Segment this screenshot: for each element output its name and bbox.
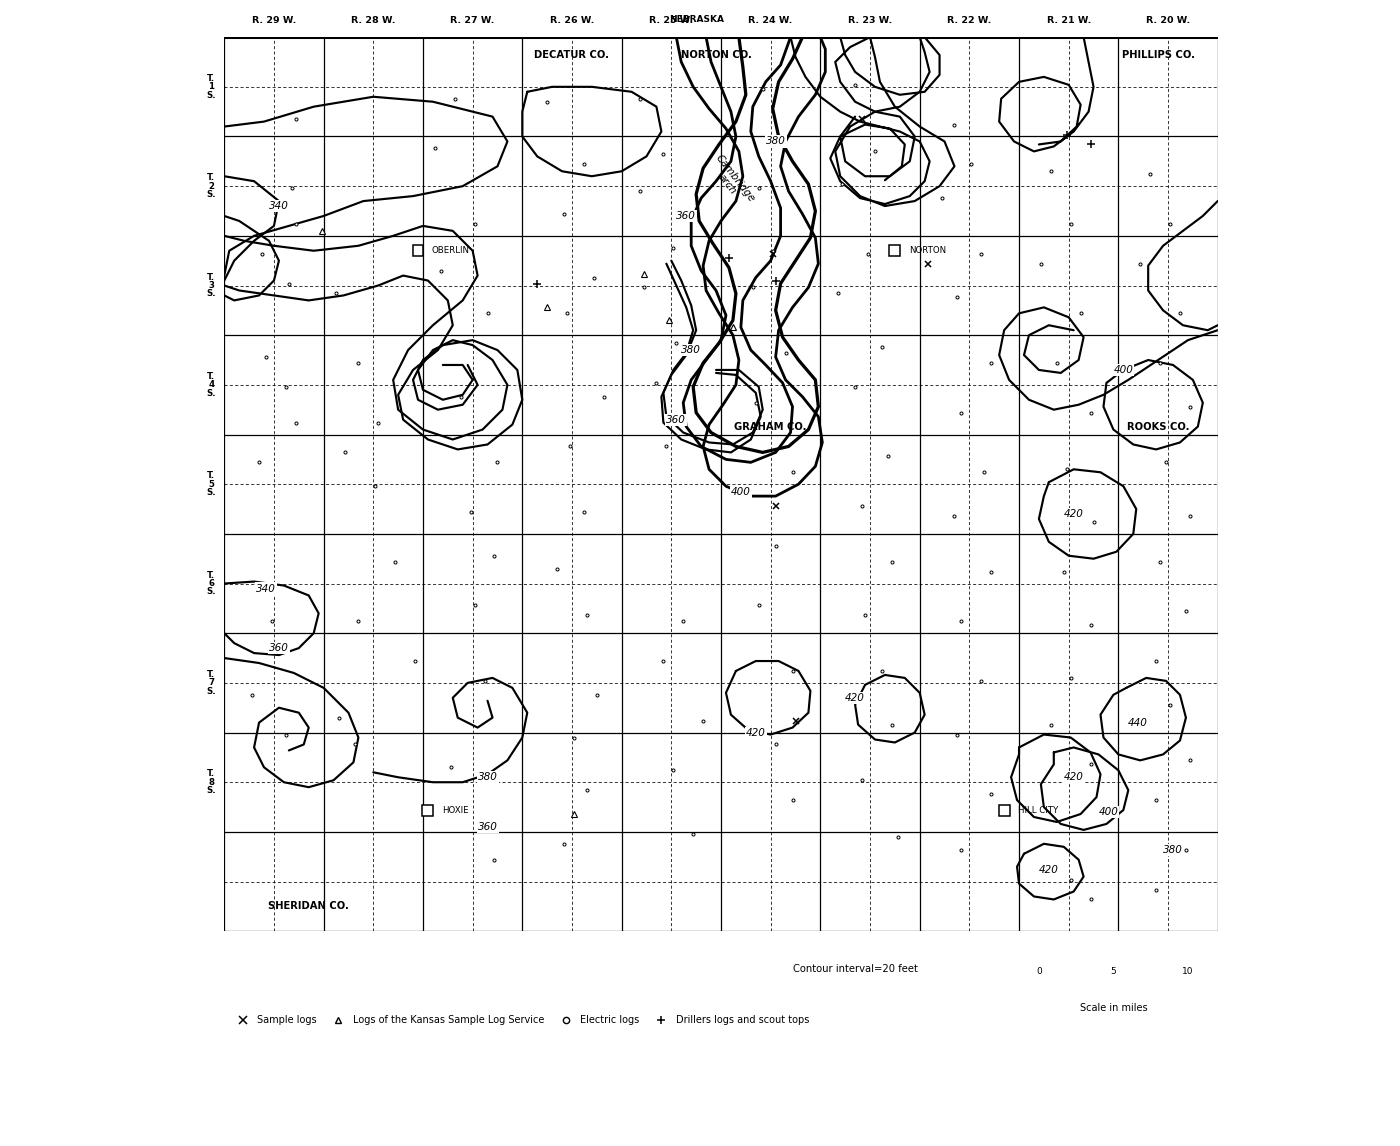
- Text: 360: 360: [269, 643, 288, 653]
- Text: Contour interval=20 feet: Contour interval=20 feet: [792, 964, 917, 974]
- Text: 340: 340: [256, 583, 276, 594]
- Text: DECATUR CO.: DECATUR CO.: [535, 50, 609, 60]
- Bar: [423, 804, 434, 816]
- Text: R. 24 W.: R. 24 W.: [749, 16, 792, 25]
- Text: T.
5
S.: T. 5 S.: [207, 471, 216, 497]
- Text: R. 22 W.: R. 22 W.: [948, 16, 991, 25]
- Text: T.
3
S.: T. 3 S.: [207, 273, 216, 298]
- Text: R. 20 W.: R. 20 W.: [1147, 16, 1190, 25]
- Legend: Sample logs, Logs of the Kansas Sample Log Service, Electric logs, Drillers logs: Sample logs, Logs of the Kansas Sample L…: [230, 1012, 813, 1029]
- Text: R. 26 W.: R. 26 W.: [550, 16, 594, 25]
- Text: T.
8
S.: T. 8 S.: [207, 769, 216, 795]
- Text: T.
7
S.: T. 7 S.: [207, 670, 216, 696]
- Text: Cambridge
arch: Cambridge arch: [706, 152, 756, 210]
- Text: 360: 360: [477, 822, 497, 832]
- Text: 380: 380: [766, 136, 785, 147]
- Text: 420: 420: [746, 728, 766, 738]
- Bar: [998, 804, 1009, 816]
- Text: GRAHAM CO.: GRAHAM CO.: [735, 422, 806, 432]
- Text: 360: 360: [666, 415, 686, 425]
- Text: Scale in miles: Scale in miles: [1079, 1003, 1147, 1013]
- Text: 420: 420: [1039, 864, 1058, 874]
- Text: 400: 400: [1099, 807, 1119, 817]
- Text: 380: 380: [682, 345, 701, 355]
- Text: R. 29 W.: R. 29 W.: [252, 16, 297, 25]
- Text: 10: 10: [1182, 967, 1194, 976]
- Text: NORTON: NORTON: [909, 246, 946, 256]
- Text: 420: 420: [1064, 509, 1084, 519]
- Text: 360: 360: [676, 211, 696, 221]
- Text: R. 25 W.: R. 25 W.: [650, 16, 693, 25]
- Text: T.
1
S.: T. 1 S.: [207, 74, 216, 100]
- Text: SHERIDAN CO.: SHERIDAN CO.: [269, 902, 349, 911]
- Text: 0: 0: [1036, 967, 1042, 976]
- Text: R. 21 W.: R. 21 W.: [1047, 16, 1091, 25]
- Text: 420: 420: [846, 693, 865, 702]
- Text: T.
2
S.: T. 2 S.: [207, 173, 216, 199]
- Text: 420: 420: [1064, 772, 1084, 783]
- Text: T.
4
S.: T. 4 S.: [207, 372, 216, 398]
- Bar: [413, 245, 423, 257]
- Text: 380: 380: [1163, 845, 1183, 855]
- Text: ROOKS CO.: ROOKS CO.: [1127, 422, 1190, 432]
- Text: R. 23 W.: R. 23 W.: [848, 16, 892, 25]
- Text: 5: 5: [1110, 967, 1116, 976]
- Text: HOXIE: HOXIE: [442, 806, 469, 815]
- Text: NEBRASKA: NEBRASKA: [669, 15, 724, 24]
- Text: HILL CITY: HILL CITY: [1018, 806, 1058, 815]
- Text: OBERLIN: OBERLIN: [433, 246, 470, 256]
- Text: R. 27 W.: R. 27 W.: [451, 16, 494, 25]
- Text: 400: 400: [1113, 364, 1133, 375]
- Text: 440: 440: [1128, 717, 1148, 728]
- Bar: [889, 245, 900, 257]
- Text: 400: 400: [731, 487, 750, 497]
- Text: NORTON CO.: NORTON CO.: [680, 50, 752, 60]
- Text: 340: 340: [269, 201, 288, 211]
- Text: PHILLIPS CO.: PHILLIPS CO.: [1121, 50, 1194, 60]
- Text: T.
6
S.: T. 6 S.: [207, 571, 216, 596]
- Text: 380: 380: [477, 772, 497, 783]
- Text: R. 28 W.: R. 28 W.: [351, 16, 396, 25]
